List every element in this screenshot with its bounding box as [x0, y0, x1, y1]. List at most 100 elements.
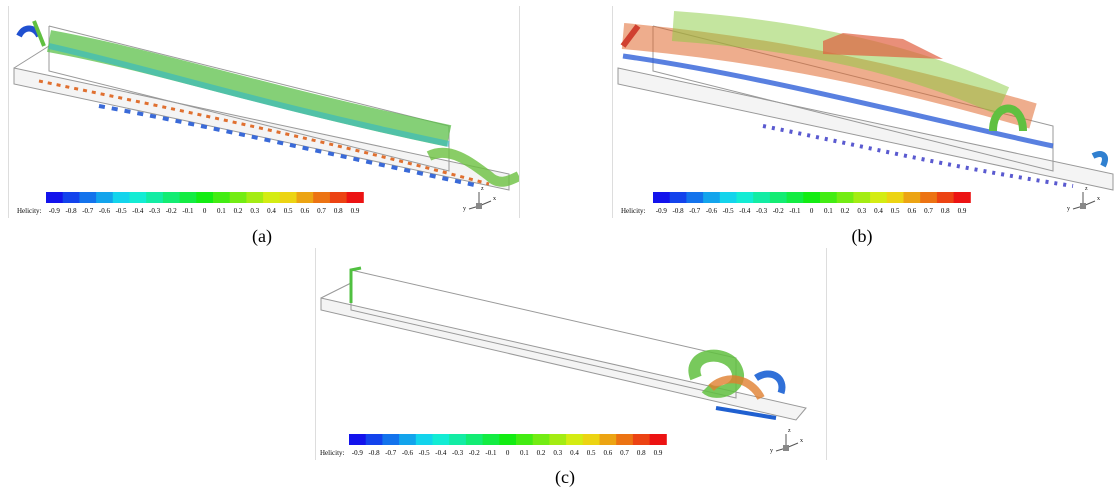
colorbar-tick: 0.9: [351, 207, 360, 215]
figure: Helicity:-0.9-0.8-0.7-0.6-0.5-0.4-0.3-0.…: [613, 6, 1115, 218]
colorbar-tick: -0.7: [82, 207, 94, 215]
colorbar-tick: 0.2: [234, 207, 243, 215]
colorbar-tick: -0.5: [723, 207, 735, 215]
page: Helicity: -0.9 -0.8 -0.7 -0.6 -0.5 -0.4 -0.3 -0.…: [0, 0, 1115, 490]
colorbar-block: [280, 192, 297, 203]
colorbar-tick: 0.1: [520, 449, 529, 457]
colorbar-tick: 0.2: [841, 207, 850, 215]
colorbar-tick: -0.8: [369, 449, 381, 457]
figure: Helicity:-0.9-0.8-0.7-0.6-0.5-0.4-0.3-0.…: [316, 248, 821, 460]
colorbar-tick: -0.9: [49, 207, 61, 215]
colorbar-tick: -0.5: [116, 207, 128, 215]
colorbar-tick: 0.5: [587, 449, 596, 457]
colorbar-tick: -0.9: [352, 449, 364, 457]
panel: Helicity:-0.9-0.8-0.7-0.6-0.5-0.4-0.3-0.…: [8, 6, 520, 218]
colorbar-block: [870, 192, 887, 203]
colorbar-tick: -0.2: [166, 207, 178, 215]
colorbar-tick: 0.9: [958, 207, 967, 215]
colorbar-block: [937, 192, 954, 203]
colorbar-block: [382, 434, 399, 445]
colorbar-block: [533, 434, 550, 445]
axis-label: y: [1067, 206, 1070, 212]
colorbar-tick: 0.5: [284, 207, 293, 215]
axis-label: y: [770, 448, 773, 454]
colorbar-block: [63, 192, 80, 203]
colorbar-block: [549, 434, 566, 445]
colorbar-block: [600, 434, 617, 445]
colorbar-block: [516, 434, 533, 445]
colorbar-block: [416, 434, 433, 445]
colorbar-block: [113, 192, 130, 203]
colorbar-block: [349, 434, 366, 445]
colorbar-block: [96, 192, 113, 203]
colorbar-tick: 0.7: [317, 207, 326, 215]
colorbar-block: [887, 192, 904, 203]
colorbar-block: [686, 192, 703, 203]
colorbar-tick: -0.2: [773, 207, 785, 215]
colorbar-block: [313, 192, 330, 203]
colorbar-tick: 0.6: [300, 207, 309, 215]
colorbar-tick: 0.1: [217, 207, 226, 215]
colorbar-tick: -0.3: [452, 449, 464, 457]
colorbar-tick: 0.4: [570, 449, 579, 457]
axis-label: z: [1085, 186, 1088, 192]
colorbar-tick: -0.2: [469, 449, 481, 457]
colorbar-block: [230, 192, 247, 203]
colorbar-block: [770, 192, 787, 203]
colorbar-tick: -0.8: [673, 207, 685, 215]
axis-box: [783, 445, 789, 451]
panel-label: (a): [252, 226, 272, 247]
colorbar-tick: -0.1: [485, 449, 497, 457]
colorbar-tick: 0.8: [334, 207, 343, 215]
colorbar-tick: 0.5: [891, 207, 900, 215]
panel-label: (b): [852, 226, 873, 247]
colorbar-block: [347, 192, 364, 203]
colorbar-tick: -0.8: [66, 207, 78, 215]
colorbar-tick: 0.6: [907, 207, 916, 215]
colorbar-block: [954, 192, 971, 203]
colorbar-tick: 0.1: [824, 207, 833, 215]
colorbar-block: [787, 192, 804, 203]
colorbar-block: [449, 434, 466, 445]
colorbar-block: [196, 192, 213, 203]
axis-label: z: [788, 428, 791, 434]
colorbar-tick: -0.6: [99, 207, 111, 215]
colorbar-tick: 0.6: [603, 449, 612, 457]
colorbar-tick: -0.3: [756, 207, 768, 215]
colorbar-tick: 0.7: [620, 449, 629, 457]
colorbar-tick: 0.4: [874, 207, 883, 215]
colorbar-tick: 0.7: [924, 207, 933, 215]
axis-label: x: [800, 438, 803, 444]
colorbar-block: [213, 192, 230, 203]
colorbar-tick: 0: [203, 207, 207, 215]
colorbar-tick: 0.2: [537, 449, 546, 457]
colorbar-tick: -0.6: [402, 449, 414, 457]
colorbar-block: [246, 192, 263, 203]
colorbar-tick: 0.9: [654, 449, 663, 457]
colorbar-tick: 0.3: [553, 449, 562, 457]
colorbar-block: [820, 192, 837, 203]
colorbar-tick: -0.1: [789, 207, 801, 215]
panel: Helicity:-0.9-0.8-0.7-0.6-0.5-0.4-0.3-0.…: [612, 6, 1115, 218]
colorbar-block: [330, 192, 347, 203]
colorbar-tick: -0.4: [132, 207, 144, 215]
colorbar-tick: -0.9: [656, 207, 668, 215]
colorbar-block: [146, 192, 163, 203]
figure: Helicity:-0.9-0.8-0.7-0.6-0.5-0.4-0.3-0.…: [9, 6, 519, 218]
colorbar-block: [399, 434, 416, 445]
colorbar-block: [920, 192, 937, 203]
colorbar-tick: -0.4: [435, 449, 447, 457]
colorbar-block: [703, 192, 720, 203]
colorbar-tick: 0.8: [941, 207, 950, 215]
colorbar-block: [79, 192, 96, 203]
axis-box: [476, 203, 482, 209]
colorbar-block: [483, 434, 500, 445]
colorbar-block: [633, 434, 650, 445]
colorbar-title: Helicity:: [621, 207, 646, 215]
colorbar-tick: 0: [506, 449, 510, 457]
colorbar-title: Helicity:: [17, 207, 42, 215]
colorbar-tick: 0.3: [250, 207, 259, 215]
colorbar-tick: 0.8: [637, 449, 646, 457]
axis-label: x: [493, 196, 496, 202]
axis-label: y: [463, 206, 466, 212]
